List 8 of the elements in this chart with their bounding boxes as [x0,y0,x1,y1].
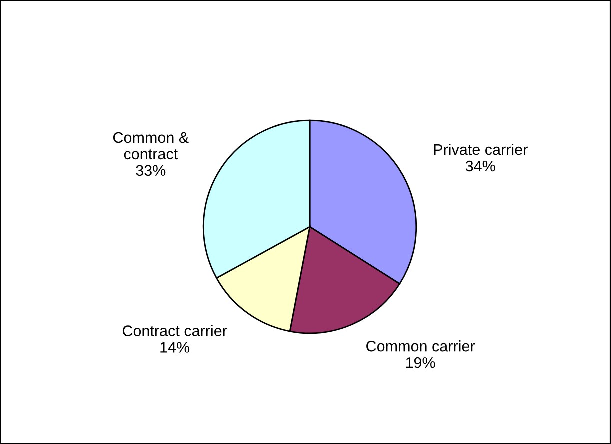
data-label: 34% [466,160,496,172]
data-label: 33% [136,165,166,176]
slice-label: Common & contract [113,132,189,160]
slice-label: Contract carrier [122,325,228,336]
slice-label: Common carrier [366,340,476,352]
data-label: 19% [406,357,436,368]
slice-label: Private carrier [434,144,528,156]
data-label: 14% [160,342,190,353]
